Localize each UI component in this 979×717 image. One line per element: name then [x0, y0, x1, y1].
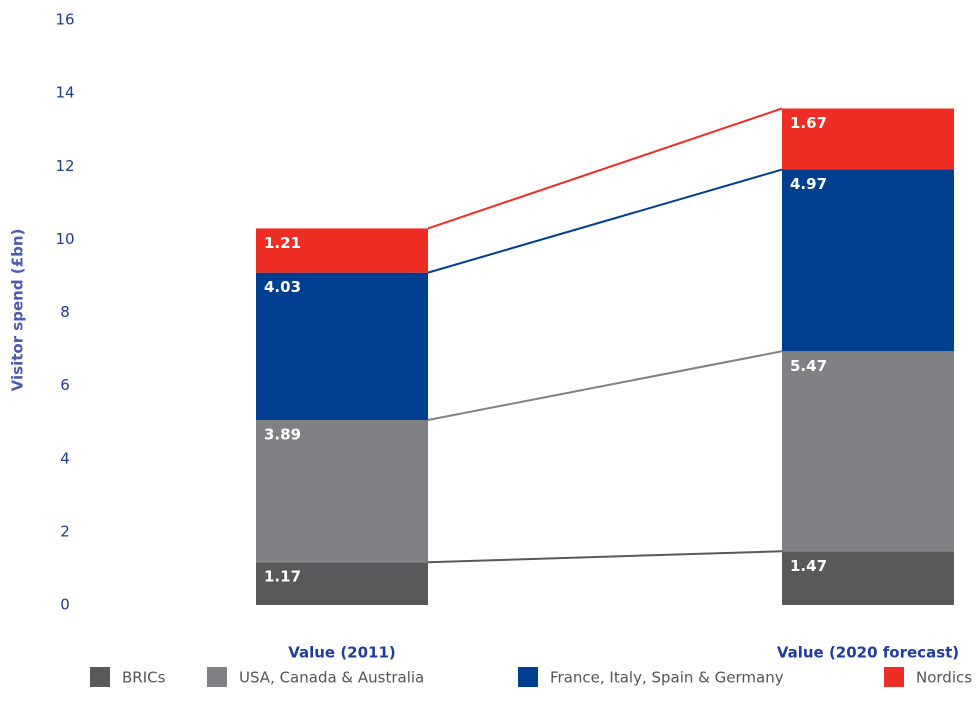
legend-label: USA, Canada & Australia: [239, 669, 424, 687]
connector-line: [427, 107, 783, 230]
value-label: 3.89: [264, 425, 301, 443]
connector-line: [427, 350, 783, 421]
bar-segment: [256, 272, 428, 420]
value-label: 5.47: [790, 357, 827, 375]
y-axis-label: Visitor spend (£bn): [9, 229, 27, 392]
legend-swatch: [207, 667, 227, 687]
connector-line: [427, 168, 783, 274]
bar-segment: [782, 351, 954, 552]
bar-segment: [782, 169, 954, 352]
bar-segment: [256, 228, 428, 273]
y-tick-label: 14: [55, 84, 74, 102]
bar-segment: [256, 562, 428, 605]
y-tick-label: 0: [60, 596, 70, 614]
y-tick-label: 2: [60, 522, 70, 540]
connector-line: [427, 550, 783, 564]
legend-swatch: [90, 667, 110, 687]
value-label: 1.21: [264, 234, 301, 252]
x-tick-label: Value (2011): [288, 644, 396, 662]
x-tick-label: Value (2020 forecast): [777, 644, 959, 662]
y-tick-label: 8: [60, 303, 70, 321]
legend-label: France, Italy, Spain & Germany: [550, 669, 784, 687]
value-label: 1.17: [264, 568, 301, 586]
y-tick-label: 6: [60, 376, 70, 394]
legend-swatch: [518, 667, 538, 687]
value-label: 4.03: [264, 278, 301, 296]
y-tick-label: 16: [55, 11, 74, 29]
y-tick-label: 12: [55, 157, 74, 175]
bar-segment: [782, 108, 954, 170]
bar-segment: [256, 419, 428, 563]
value-label: 1.47: [790, 557, 827, 575]
legend-label: Nordics: [916, 669, 972, 687]
legend-label: BRICs: [122, 669, 166, 687]
value-label: 4.97: [790, 175, 827, 193]
legend-swatch: [884, 667, 904, 687]
y-tick-label: 10: [55, 230, 74, 248]
bar-segment: [782, 551, 954, 605]
y-tick-label: 4: [60, 449, 70, 467]
value-label: 1.67: [790, 114, 827, 132]
